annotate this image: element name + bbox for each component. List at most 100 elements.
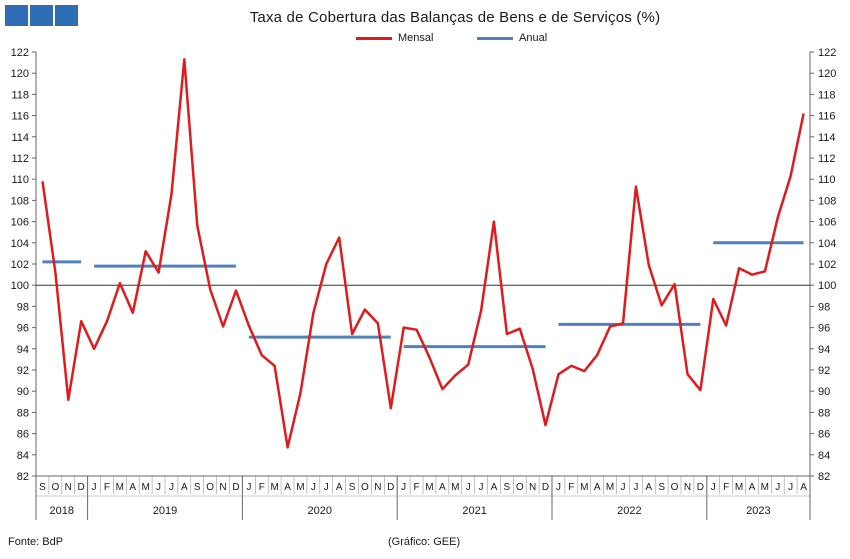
y-tick-label-right: 82 bbox=[818, 471, 830, 483]
y-tick-label-left: 94 bbox=[17, 344, 29, 356]
x-tick-label-month: M bbox=[141, 482, 149, 493]
x-tick-label-month: D bbox=[78, 482, 85, 493]
x-tick-label-month: J bbox=[479, 482, 484, 493]
x-tick-label-month: J bbox=[711, 482, 716, 493]
x-tick-label-month: A bbox=[181, 482, 188, 493]
x-tick-label-month: J bbox=[246, 482, 251, 493]
monthly-series-line bbox=[41, 58, 805, 449]
y-tick-label-left: 122 bbox=[11, 47, 29, 59]
x-tick-label-month: S bbox=[504, 482, 511, 493]
y-tick-label-left: 86 bbox=[17, 429, 29, 441]
x-tick-label-month: A bbox=[284, 482, 291, 493]
x-tick-label-year: 2019 bbox=[153, 505, 177, 517]
legend-label-mensal: Mensal bbox=[398, 32, 434, 44]
y-tick-label-right: 88 bbox=[818, 407, 830, 419]
y-tick-label-right: 86 bbox=[818, 429, 830, 441]
x-tick-label-month: A bbox=[749, 482, 756, 493]
y-tick-label-right: 94 bbox=[818, 344, 830, 356]
x-tick-label-month: D bbox=[542, 482, 549, 493]
x-tick-label-month: J bbox=[156, 482, 161, 493]
x-tick-label-month: A bbox=[129, 482, 136, 493]
y-tick-label-right: 98 bbox=[818, 301, 830, 313]
x-tick-label-month: J bbox=[620, 482, 625, 493]
x-tick-label-month: N bbox=[374, 482, 381, 493]
logo-block-2 bbox=[30, 5, 53, 26]
x-tick-label-month: F bbox=[259, 482, 265, 493]
legend-item-mensal: Mensal bbox=[356, 32, 433, 44]
x-tick-label-month: F bbox=[568, 482, 574, 493]
x-tick-label-month: J bbox=[788, 482, 793, 493]
y-tick-label-right: 114 bbox=[818, 132, 836, 144]
x-tick-label-month: F bbox=[723, 482, 729, 493]
x-tick-label-year: 2020 bbox=[308, 505, 332, 517]
legend: Mensal Anual bbox=[0, 32, 850, 48]
logo-block-1 bbox=[5, 5, 28, 26]
y-tick-label-right: 104 bbox=[818, 238, 836, 250]
y-tick-label-right: 106 bbox=[818, 217, 836, 229]
y-tick-label-right: 108 bbox=[818, 195, 836, 207]
x-tick-label-month: S bbox=[349, 482, 356, 493]
x-tick-label-month: A bbox=[336, 482, 343, 493]
chart-credit: (Gráfico: GEE) bbox=[388, 536, 461, 548]
y-tick-label-left: 100 bbox=[11, 280, 29, 292]
chart-title: Taxa de Cobertura das Balanças de Bens e… bbox=[249, 9, 661, 26]
y-tick-label-left: 84 bbox=[17, 450, 29, 462]
x-tick-label-month: J bbox=[324, 482, 329, 493]
x-tick-label-month: S bbox=[194, 482, 201, 493]
x-tick-label-month: N bbox=[684, 482, 691, 493]
x-tick-label-month: J bbox=[466, 482, 471, 493]
logo bbox=[5, 5, 78, 26]
x-tick-label-year: 2018 bbox=[50, 505, 74, 517]
y-tick-label-left: 88 bbox=[17, 407, 29, 419]
x-tick-label-month: A bbox=[491, 482, 498, 493]
x-tick-label-month: M bbox=[270, 482, 278, 493]
x-tick-label-month: M bbox=[451, 482, 459, 493]
x-tick-label-month: M bbox=[425, 482, 433, 493]
legend-item-anual: Anual bbox=[477, 32, 547, 44]
y-tick-label-right: 92 bbox=[818, 365, 830, 377]
x-tick-label-month: M bbox=[116, 482, 124, 493]
y-tick-label-right: 112 bbox=[818, 153, 836, 165]
y-tick-label-left: 118 bbox=[11, 89, 29, 101]
y-tick-label-left: 116 bbox=[11, 111, 29, 123]
x-tick-label-month: D bbox=[387, 482, 394, 493]
x-tick-label-month: M bbox=[761, 482, 769, 493]
y-tick-label-left: 108 bbox=[11, 195, 29, 207]
x-tick-label-year: 2021 bbox=[462, 505, 486, 517]
x-tick-label-month: J bbox=[401, 482, 406, 493]
y-tick-label-right: 116 bbox=[818, 111, 836, 123]
x-tick-label-month: N bbox=[529, 482, 536, 493]
legend-swatch-anual bbox=[477, 36, 513, 40]
x-tick-label-month: M bbox=[580, 482, 588, 493]
x-tick-label-month: N bbox=[65, 482, 72, 493]
y-tick-label-left: 112 bbox=[11, 153, 29, 165]
x-tick-label-month: A bbox=[594, 482, 601, 493]
y-tick-label-right: 122 bbox=[818, 47, 836, 59]
y-tick-label-right: 120 bbox=[818, 68, 836, 80]
y-tick-label-right: 90 bbox=[818, 386, 830, 398]
y-tick-label-right: 102 bbox=[818, 259, 836, 271]
x-tick-label-month: O bbox=[361, 482, 369, 493]
x-tick-label-month: A bbox=[439, 482, 446, 493]
x-tick-label-month: O bbox=[671, 482, 679, 493]
x-tick-label-month: J bbox=[556, 482, 561, 493]
x-tick-label-month: O bbox=[516, 482, 524, 493]
x-tick-label-month: S bbox=[39, 482, 46, 493]
logo-block-3 bbox=[55, 5, 78, 26]
y-tick-label-left: 92 bbox=[17, 365, 29, 377]
source-note: Fonte: BdP bbox=[8, 536, 64, 548]
y-tick-label-left: 114 bbox=[11, 132, 29, 144]
y-tick-label-right: 100 bbox=[818, 280, 836, 292]
legend-swatch-mensal bbox=[356, 36, 392, 40]
y-tick-label-right: 84 bbox=[818, 450, 830, 462]
x-tick-label-month: O bbox=[51, 482, 59, 493]
y-tick-label-left: 120 bbox=[11, 68, 29, 80]
x-tick-label-month: N bbox=[219, 482, 226, 493]
x-tick-label-month: D bbox=[232, 482, 239, 493]
x-tick-label-month: M bbox=[296, 482, 304, 493]
y-tick-label-left: 106 bbox=[11, 217, 29, 229]
y-tick-label-left: 90 bbox=[17, 386, 29, 398]
x-tick-label-month: A bbox=[800, 482, 807, 493]
y-tick-label-left: 82 bbox=[17, 471, 29, 483]
